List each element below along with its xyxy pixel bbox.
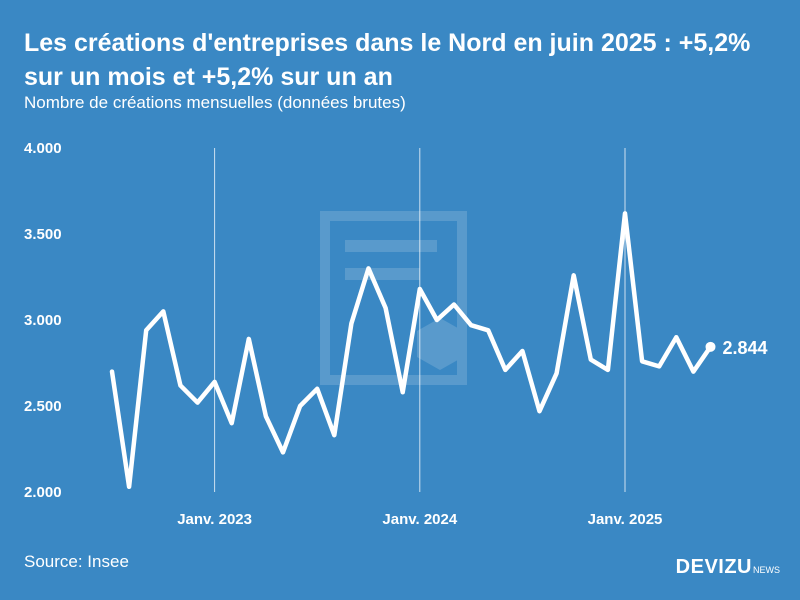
logo-main: DEVIZU [675,556,752,578]
logo-sub: NEWS [753,565,780,575]
last-value-label: 2.844 [723,338,768,358]
last-data-point [705,341,716,352]
y-tick-label: 2.500 [24,398,62,415]
chart-subtitle: Nombre de créations mensuelles (données … [24,93,406,112]
y-tick-label: 4.000 [24,140,62,157]
x-tick-label: Janv. 2024 [382,511,457,528]
series-line [109,211,713,490]
source-note: Source: Insee [24,552,129,571]
x-tick-label: Janv. 2023 [177,511,252,528]
watermark-icon [320,211,467,385]
y-tick-label: 3.500 [24,226,62,243]
brand-logo: DEVIZUNEWS [676,556,780,579]
y-tick-label: 2.000 [24,484,62,501]
y-tick-label: 3.000 [24,312,62,329]
x-tick-label: Janv. 2025 [588,511,663,528]
chart-title: Les créations d'entreprises dans le Nord… [24,29,751,91]
